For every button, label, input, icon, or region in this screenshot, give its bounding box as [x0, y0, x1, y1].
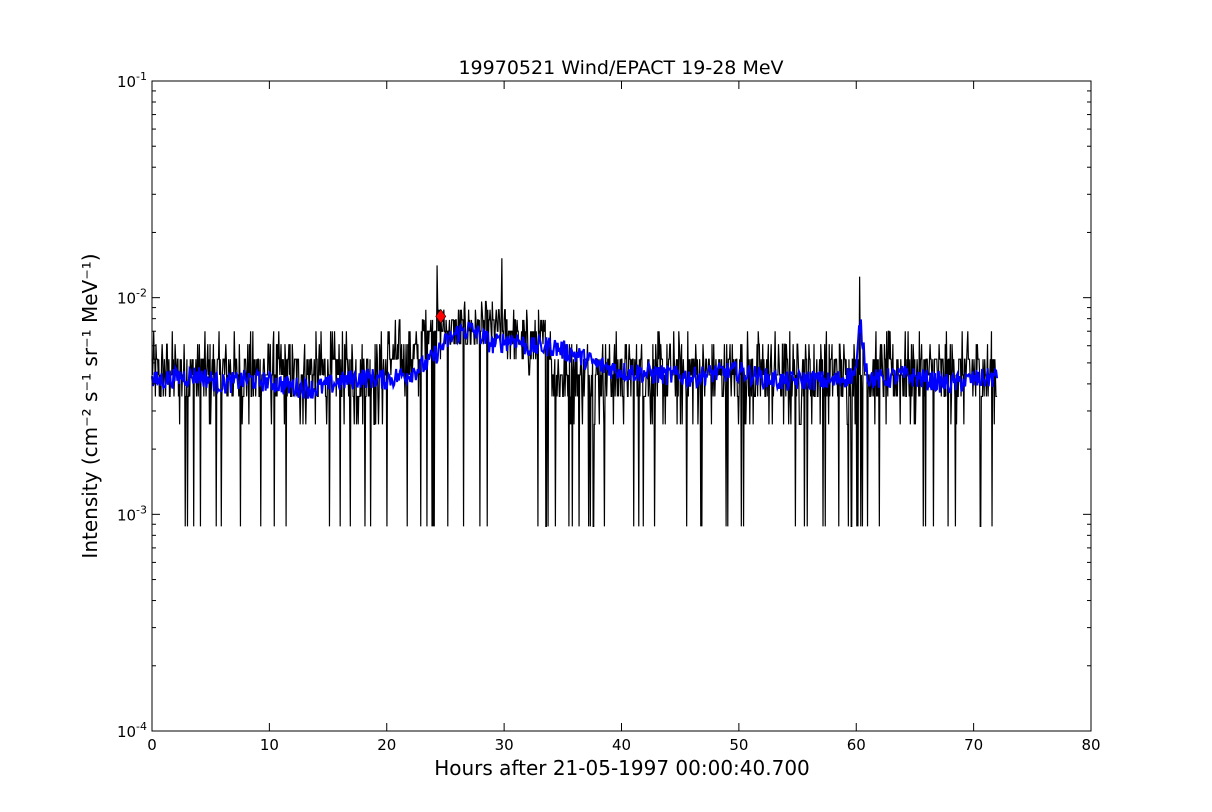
y-axis-label: Intensity (cm⁻² s⁻¹ sr⁻¹ MeV⁻¹) — [78, 253, 102, 558]
y-tick-label: 10-3 — [117, 503, 147, 524]
onset-marker — [435, 308, 447, 324]
raw-intensity-series — [151, 258, 998, 527]
x-tick-label: 50 — [729, 736, 748, 754]
y-tick-label: 10-1 — [117, 70, 147, 91]
x-tick-label: 10 — [260, 736, 279, 754]
x-tick-label: 20 — [377, 736, 396, 754]
x-tick-label: 0 — [147, 736, 157, 754]
plot-frame — [151, 80, 1092, 732]
x-tick-label: 70 — [964, 736, 983, 754]
x-tick-label: 30 — [495, 736, 514, 754]
y-tick-label: 10-4 — [117, 720, 147, 741]
x-axis-label: Hours after 21-05-1997 00:00:40.700 — [434, 756, 810, 780]
plot-area: 0 10 20 30 40 50 60 70 80 10-4 10-3 10-2 10-1 — [117, 70, 1101, 754]
x-tick-label: 80 — [1081, 736, 1100, 754]
x-tick-label: 60 — [847, 736, 866, 754]
y-tick-label: 10-2 — [117, 287, 147, 308]
chart-title: 19970521 Wind/EPACT 19-28 MeV — [458, 57, 783, 79]
x-tick-label: 40 — [612, 736, 631, 754]
smoothed-intensity-series — [151, 319, 999, 399]
